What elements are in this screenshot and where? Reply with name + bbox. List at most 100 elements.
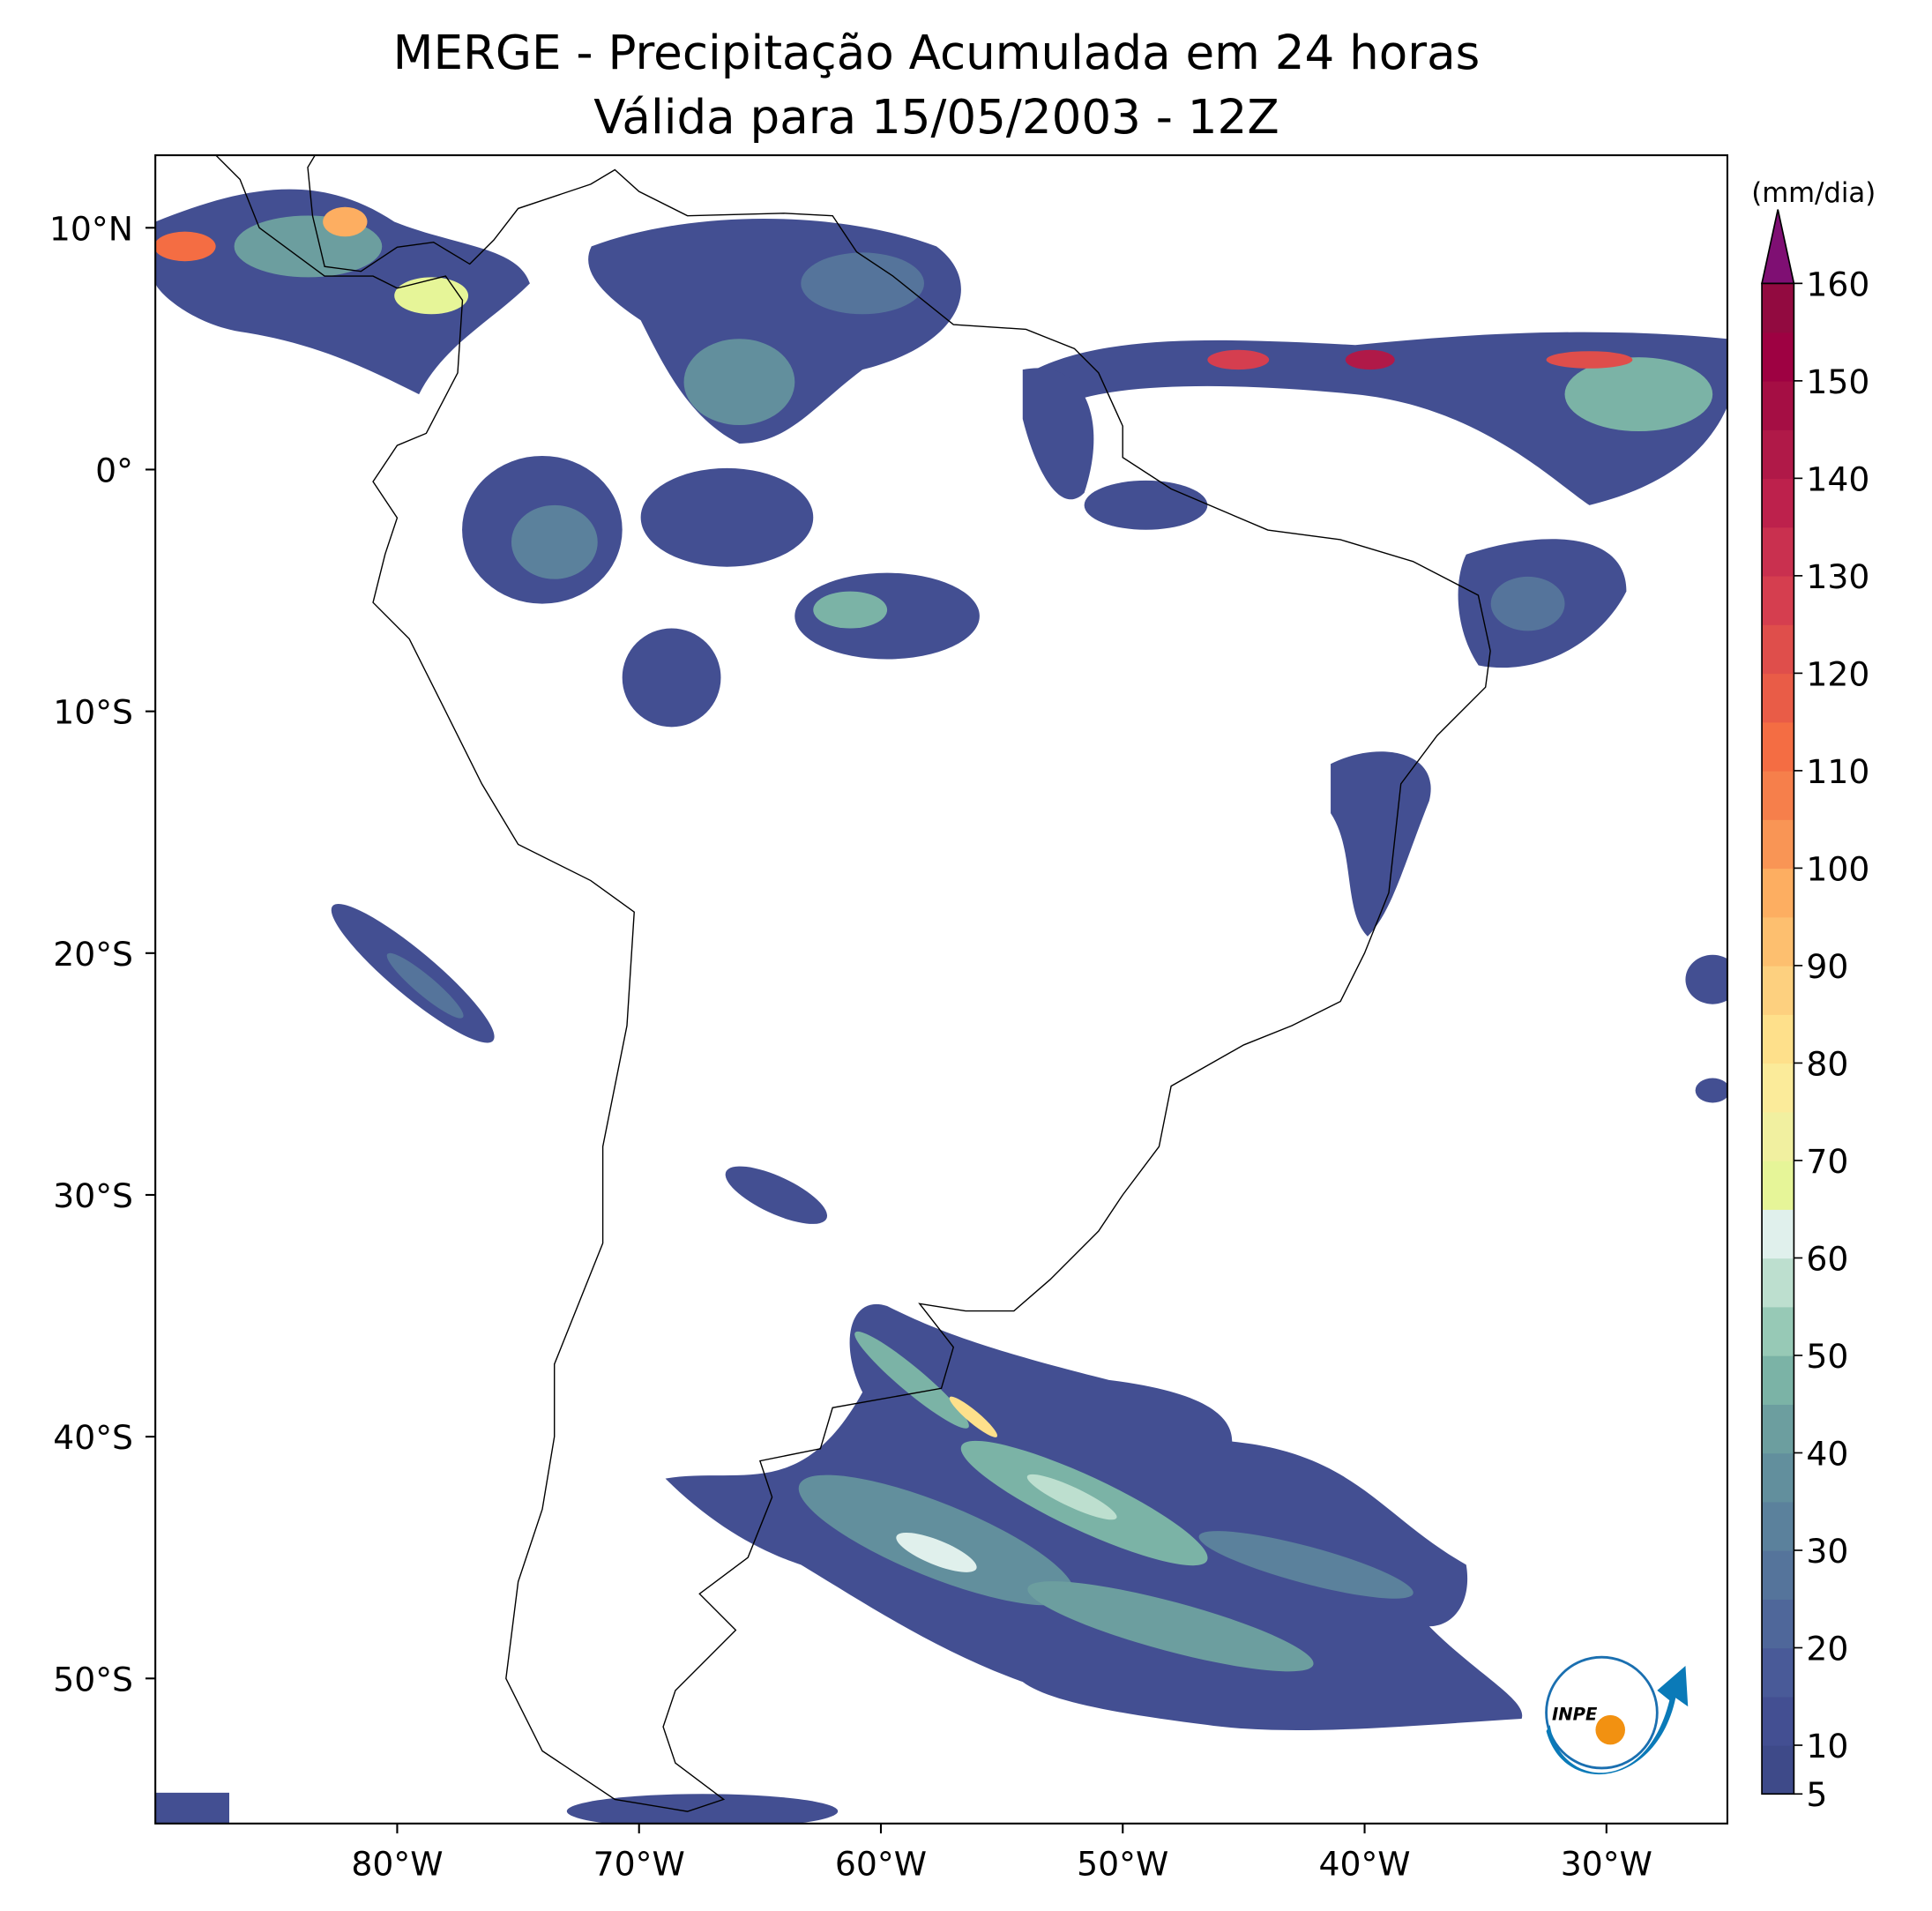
- y-tick-label: 30°S: [53, 1176, 133, 1215]
- rain-area: [1490, 576, 1565, 631]
- colorbar-segment: [1762, 624, 1794, 675]
- rain-area: [1026, 1474, 1117, 1520]
- colorbar-tick-label: 150: [1806, 362, 1869, 401]
- colorbar-tick-label: 160: [1806, 265, 1869, 303]
- rain-area: [622, 628, 721, 728]
- logo-arrow: [1546, 1665, 1689, 1775]
- rain-area: [1207, 349, 1270, 370]
- colorbar-tick-label: 80: [1806, 1044, 1848, 1083]
- colorbar-segment: [1762, 478, 1794, 528]
- colorbar-tick-label: 10: [1806, 1727, 1848, 1765]
- x-tick-label: 50°W: [1077, 1844, 1168, 1883]
- colorbar-segment: [1762, 526, 1794, 577]
- colorbar-segment: [1762, 1258, 1794, 1308]
- y-tick-label: 10°S: [53, 693, 133, 732]
- precipitation-field: [155, 189, 1727, 1824]
- rain-area: [854, 1331, 969, 1429]
- logo: INPE: [1545, 1655, 1689, 1775]
- colorbar-segment: [1762, 1404, 1794, 1454]
- colorbar-segment: [1762, 965, 1794, 1015]
- rain-area: [1084, 480, 1208, 530]
- colorbar-frame: [1761, 282, 1795, 1795]
- title: MERGE - Precipitação Acumulada em 24 hor…: [393, 26, 1481, 80]
- colorbar-tick-label: 20: [1806, 1629, 1848, 1668]
- logo-ring: [1545, 1655, 1659, 1770]
- colorbar-segment: [1762, 1063, 1794, 1113]
- colorbar-segment: [1762, 868, 1794, 918]
- rain-area: [566, 1794, 839, 1824]
- rain-area: [511, 504, 598, 579]
- x-tick-label: 80°W: [351, 1844, 443, 1883]
- rain-area: [725, 1166, 828, 1224]
- rain-area: [1695, 1078, 1727, 1103]
- y-tick-label: 40°S: [53, 1418, 133, 1457]
- rain-area: [394, 277, 469, 315]
- colorbar-segment: [1762, 1549, 1794, 1600]
- colorbar-tick-label: 5: [1806, 1775, 1827, 1814]
- colorbar-label: (mm/dia): [1751, 177, 1876, 209]
- colorbar-segment: [1762, 1209, 1794, 1259]
- colorbar-segment: [1762, 429, 1794, 480]
- colorbar-segment: [1762, 575, 1794, 625]
- rain-area: [1685, 954, 1727, 1004]
- plot-frame: [154, 153, 1728, 1825]
- colorbar-tick-label: 100: [1806, 849, 1869, 888]
- rain-area: [896, 1532, 977, 1572]
- colorbar-segment: [1762, 1306, 1794, 1356]
- subtitle: Válida para 15/05/2003 - 12Z: [593, 90, 1279, 145]
- logo-dot: [1595, 1714, 1625, 1745]
- colorbar-segment: [1762, 1355, 1794, 1405]
- rain-area: [1331, 751, 1431, 937]
- colorbar-segment: [1762, 332, 1794, 382]
- colorbar-segment: [1762, 916, 1794, 967]
- colorbar-tick-label: 40: [1806, 1434, 1848, 1473]
- y-tick-label: 10°N: [49, 209, 133, 248]
- rain-area: [801, 252, 924, 315]
- rain-area: [1564, 357, 1713, 432]
- colorbar-segment: [1762, 1647, 1794, 1698]
- colorbar-segment: [1762, 1745, 1794, 1795]
- coastline: [215, 155, 1491, 1812]
- rain-area: [1546, 351, 1633, 369]
- rain-area: [683, 339, 795, 426]
- rain-area: [949, 1396, 998, 1437]
- rain-area: [155, 231, 216, 262]
- colorbar-segment: [1762, 770, 1794, 820]
- colorbar-segment: [1762, 1452, 1794, 1503]
- axes: 80°W 70°W 60°W 50°W 40°W 30°W 10°N 0° 10°S 20°S 30…: [49, 209, 1652, 1883]
- rain-area: [640, 467, 814, 567]
- colorbar-segment: [1762, 283, 1794, 333]
- colorbar-segment: [1762, 1160, 1794, 1210]
- x-tick-label: 70°W: [593, 1844, 685, 1883]
- colorbar: 5 10 20 30 40 50 60 70 80 90 100 110 120 130 140 150 160: [1761, 209, 1869, 1814]
- y-tick-label: 20°S: [53, 935, 133, 974]
- logo-text: INPE: [1552, 1704, 1598, 1724]
- colorbar-segment: [1762, 1014, 1794, 1064]
- rain-area: [813, 591, 888, 629]
- colorbar-tick-label: 30: [1806, 1532, 1848, 1571]
- colorbar-tick-label: 70: [1806, 1142, 1848, 1181]
- y-tick-label: 0°: [95, 451, 133, 489]
- colorbar-segment: [1762, 721, 1794, 772]
- colorbar-segment: [1762, 673, 1794, 723]
- rain-area: [1027, 1581, 1314, 1672]
- colorbar-segment: [1762, 1111, 1794, 1161]
- rain-area: [323, 206, 368, 237]
- x-tick-label: 60°W: [835, 1844, 927, 1883]
- x-tick-label: 40°W: [1318, 1844, 1410, 1883]
- colorbar-tick-label: 50: [1806, 1337, 1848, 1376]
- colorbar-tick-label: 140: [1806, 459, 1869, 498]
- colorbar-segment: [1762, 819, 1794, 870]
- x-tick-label: 30°W: [1561, 1844, 1652, 1883]
- colorbar-tick-label: 90: [1806, 947, 1848, 986]
- colorbar-segment: [1762, 1599, 1794, 1649]
- rain-area: [1198, 1531, 1414, 1599]
- colorbar-tick-label: 120: [1806, 654, 1869, 693]
- rain-area: [1345, 349, 1395, 370]
- rain-area: [155, 1792, 229, 1824]
- y-tick-label: 50°S: [53, 1660, 133, 1698]
- rain-area: [1034, 332, 1727, 505]
- coastline-path: [215, 155, 1491, 1812]
- colorbar-tick-label: 130: [1806, 557, 1869, 596]
- colorbar-segment: [1762, 1501, 1794, 1551]
